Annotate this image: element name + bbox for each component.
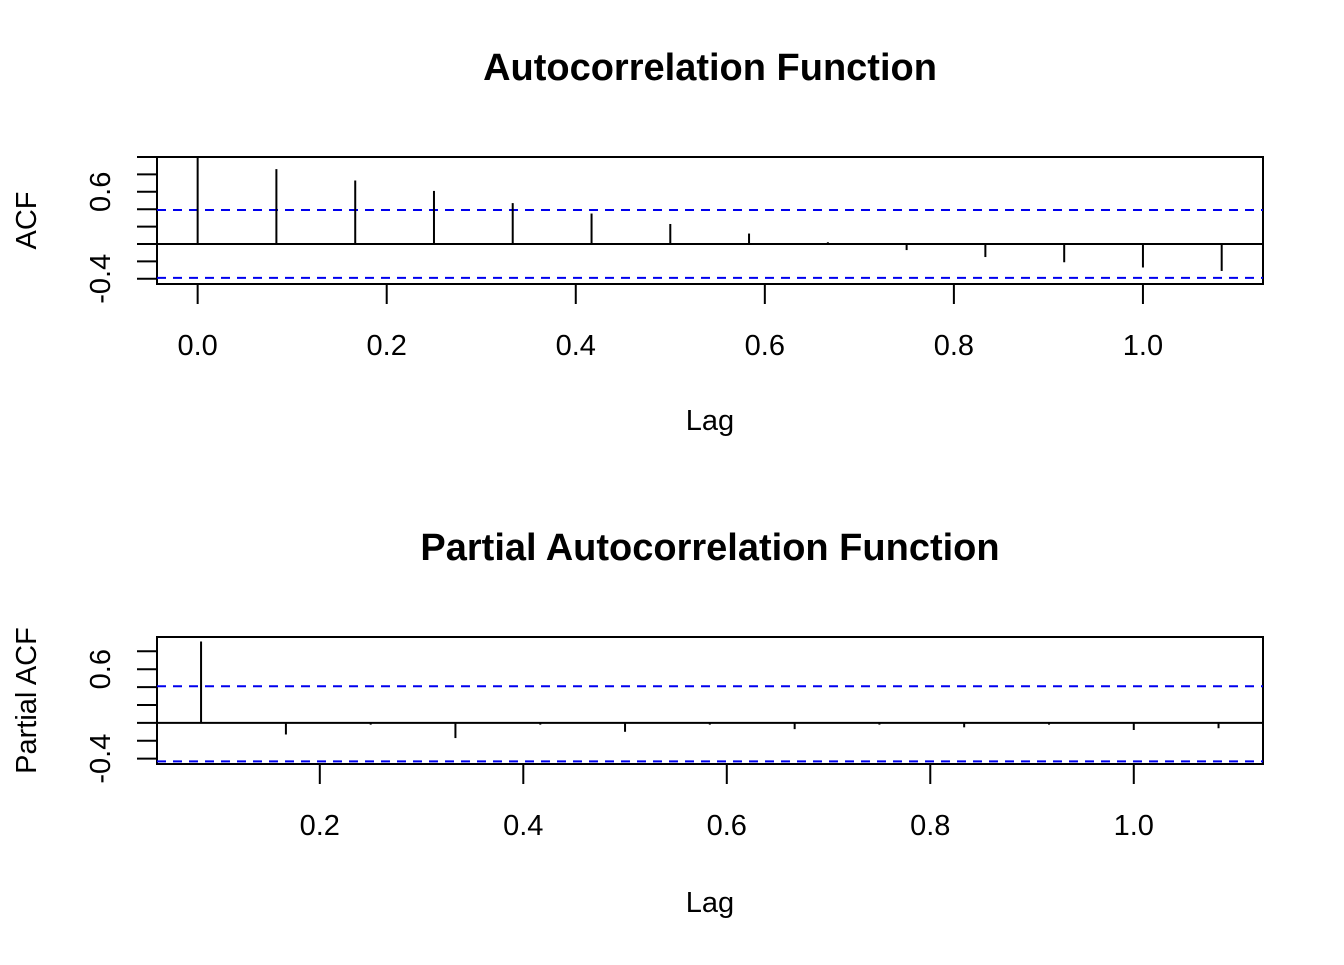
x-tick-label: 0.6	[707, 810, 747, 842]
x-tick-label: 1.0	[1123, 330, 1163, 362]
y-tick-label: -0.4	[85, 734, 117, 784]
x-tick-label: 0.0	[177, 330, 217, 362]
x-tick-label: 0.4	[556, 330, 596, 362]
plot-frame	[156, 156, 1264, 285]
chart-title: Autocorrelation Function	[483, 47, 937, 89]
x-tick-label: 0.4	[503, 810, 543, 842]
y-tick-label: -0.4	[85, 254, 117, 304]
x-axis-label: Lag	[686, 887, 734, 919]
x-tick-label: 0.6	[745, 330, 785, 362]
y-axis-label: ACF	[11, 192, 43, 250]
y-axis-label: Partial ACF	[11, 627, 43, 774]
chart-title: Partial Autocorrelation Function	[420, 527, 999, 569]
x-tick-label: 0.8	[934, 330, 974, 362]
y-tick-label: 0.6	[85, 172, 117, 212]
x-tick-label: 1.0	[1114, 810, 1154, 842]
plot-frame	[156, 636, 1264, 765]
pacf-panel: Partial Autocorrelation Function 0.2 0.4 0.…	[11, 527, 1264, 919]
x-tick-label: 0.8	[910, 810, 950, 842]
x-axis-label: Lag	[686, 405, 734, 437]
x-tick-label: 0.2	[367, 330, 407, 362]
y-tick-label: 0.6	[85, 649, 117, 689]
acf-panel: Autocorrelation Function 0.0 0.2 0.4 0.6 0.8 1…	[11, 47, 1264, 437]
x-tick-label: 0.2	[300, 810, 340, 842]
